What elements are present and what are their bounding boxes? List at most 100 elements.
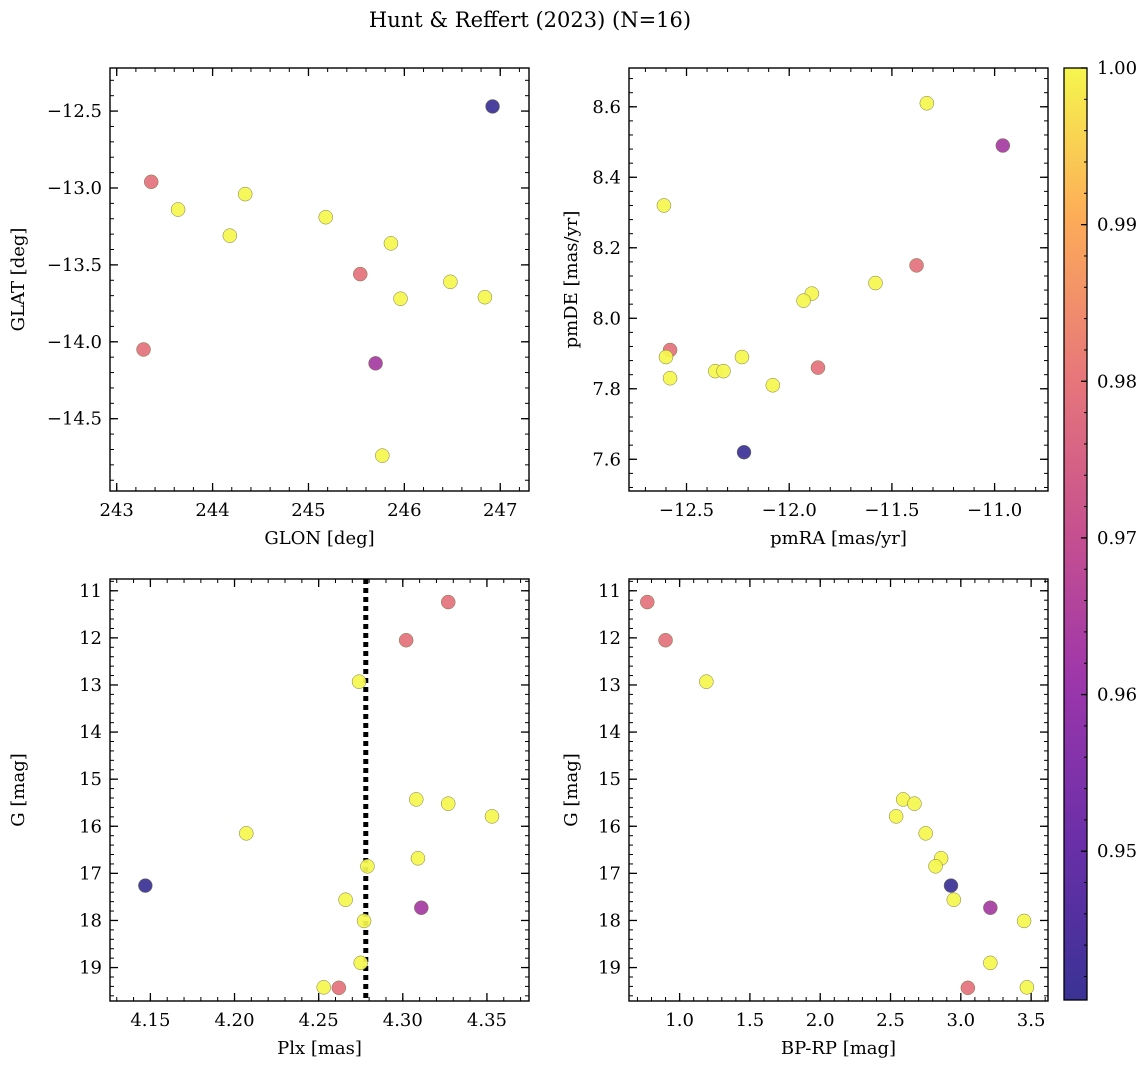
x-tick-label: 2.0	[806, 1010, 835, 1031]
colorbar-tick-label: 0.97	[1097, 528, 1137, 549]
data-point	[919, 96, 935, 111]
x-tick-label: 3.0	[947, 1010, 976, 1031]
data-point	[658, 632, 673, 648]
y-tick-label: 14	[598, 722, 621, 743]
x-tick-label: 243	[100, 500, 134, 521]
x-tick-label: 247	[483, 500, 517, 521]
y-tick-label: 15	[79, 769, 102, 790]
y-tick-label: 7.8	[592, 379, 621, 400]
x-tick-label: −11.0	[967, 500, 1022, 521]
data-point	[136, 342, 151, 357]
x-axis-label: pmRA [mas/yr]	[770, 528, 907, 549]
x-tick-label: 4.25	[299, 1010, 339, 1031]
y-tick-label: 13	[79, 675, 102, 696]
data-point	[409, 792, 424, 807]
x-axis-label: GLON [deg]	[264, 528, 374, 549]
axes-frame	[109, 578, 530, 1002]
data-point	[983, 900, 998, 915]
data-point	[662, 370, 678, 386]
y-axis-label: pmDE [mas/yr]	[561, 211, 582, 349]
data-point	[410, 851, 426, 866]
data-point	[1016, 913, 1032, 929]
data-point	[440, 594, 456, 610]
x-tick-label: −12.5	[659, 500, 714, 521]
data-point	[477, 289, 493, 305]
data-point	[484, 809, 500, 824]
x-tick-label: 4.35	[467, 1010, 507, 1031]
data-point	[331, 980, 347, 996]
data-point	[440, 796, 456, 811]
data-point	[765, 378, 781, 393]
y-axis-label: G [mag]	[561, 753, 582, 826]
data-point	[368, 356, 383, 371]
panel-bottom-right: 1.0 1.5 2.0 2.5 3.0 3.5 11 12 13 14 15 16 17 18 19 BP-R…	[561, 578, 1049, 1059]
data-point	[960, 980, 976, 996]
y-tick-label: −12.5	[47, 101, 102, 122]
panel-bottom-left: 4.15 4.20 4.25 4.30 4.35 11 12 13 14 15 16 17 18 19 Pl…	[8, 578, 530, 1059]
data-point	[383, 236, 399, 251]
x-tick-label: 2.5	[876, 1010, 905, 1031]
y-tick-label: 19	[79, 958, 102, 979]
data-point	[237, 186, 253, 202]
data-point	[356, 913, 372, 929]
data-point	[485, 99, 500, 114]
data-point	[222, 228, 238, 243]
data-point	[983, 955, 998, 971]
data-point	[699, 674, 714, 689]
data-point	[995, 138, 1011, 153]
y-tick-label: 14	[79, 722, 102, 743]
data-point	[393, 291, 408, 306]
y-tick-label: 18	[598, 910, 621, 931]
data-point	[946, 892, 962, 907]
colorbar-tick-label: 0.96	[1097, 685, 1137, 706]
data-point	[928, 859, 943, 874]
y-tick-label: 12	[598, 628, 621, 649]
data-point	[353, 955, 368, 971]
y-tick-label: 8.4	[592, 167, 621, 188]
y-tick-label: 13	[598, 675, 621, 696]
y-tick-label: 16	[598, 816, 621, 837]
data-point	[918, 826, 933, 841]
data-point	[352, 266, 368, 282]
colorbar-tick-label: 0.95	[1097, 841, 1137, 862]
data-point	[640, 594, 655, 610]
colorbar-tick-label: 1.00	[1097, 58, 1137, 79]
data-point	[143, 174, 159, 190]
data-point	[716, 363, 731, 379]
y-tick-label: 15	[598, 769, 621, 790]
data-point	[414, 900, 429, 915]
data-point	[658, 349, 674, 365]
data-point	[907, 796, 922, 811]
panel-top-left: 243 244 245 246 247 −12.5 −13.0 −13.5 −14.0 −14.5…	[8, 67, 530, 549]
data-point	[170, 202, 186, 217]
data-point	[338, 892, 353, 907]
x-tick-label: 244	[195, 500, 229, 521]
data-point	[868, 275, 883, 291]
y-axis-label: G [mag]	[8, 753, 29, 826]
y-tick-label: 8.0	[592, 308, 621, 329]
data-point	[316, 980, 331, 995]
y-tick-label: 12	[79, 628, 102, 649]
data-point	[318, 209, 333, 225]
y-tick-label: 16	[79, 816, 102, 837]
data-point	[888, 809, 904, 824]
y-tick-label: −14.0	[47, 332, 102, 353]
x-tick-label: 4.30	[383, 1010, 423, 1031]
x-tick-label: 246	[387, 500, 421, 521]
y-tick-label: 11	[598, 581, 621, 602]
x-tick-label: −11.5	[864, 500, 919, 521]
figure-title: Hunt & Reffert (2023) (N=16)	[369, 8, 691, 32]
y-axis-label: GLAT [deg]	[8, 228, 29, 332]
data-point	[656, 198, 672, 213]
x-tick-label: 4.20	[214, 1010, 254, 1031]
axes-frame	[109, 67, 530, 492]
y-tick-label: 8.6	[592, 97, 621, 118]
y-tick-label: 18	[79, 910, 102, 931]
x-axis-label: Plx [mas]	[277, 1038, 362, 1059]
data-point	[796, 293, 811, 308]
axes-frame	[628, 67, 1049, 492]
data-point	[943, 878, 959, 893]
data-point	[734, 349, 750, 365]
y-tick-label: 7.6	[592, 449, 621, 470]
